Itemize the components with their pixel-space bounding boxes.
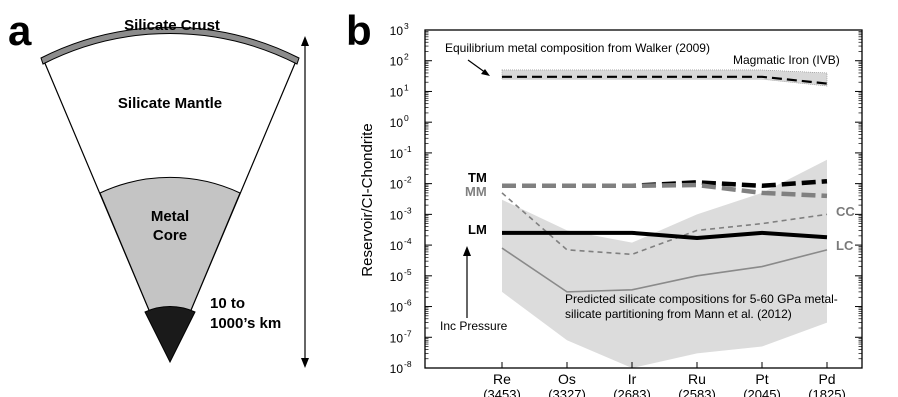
x-tick-label: Os xyxy=(558,371,576,387)
y-tick-exponent: -7 xyxy=(404,328,412,338)
series-label-lm: LM xyxy=(468,222,487,237)
y-tick-exponent: -8 xyxy=(404,359,412,369)
y-tick-label: 10 xyxy=(390,55,404,69)
y-tick-base: 10 xyxy=(390,55,404,69)
x-tick-sublabel: (2683) xyxy=(613,387,651,397)
y-tick-base: 10 xyxy=(390,362,404,376)
panel-a: a Silicate Crust Silicate Mantle Metal C… xyxy=(8,7,309,368)
y-tick-exponent: 1 xyxy=(404,82,409,92)
series-line-cc xyxy=(501,192,828,256)
series-label-tm: TM xyxy=(468,170,487,185)
y-tick-label: 10 xyxy=(390,85,404,99)
plot-frame xyxy=(424,29,863,369)
series-line-mm xyxy=(502,182,828,199)
y-tick-label: 10 xyxy=(390,301,404,315)
metal-core-label-line2: Core xyxy=(153,227,187,244)
x-tick-label: Ru xyxy=(688,371,706,387)
band-1 xyxy=(502,159,827,368)
y-tick-exponent: -3 xyxy=(404,205,412,215)
walker-arrowhead xyxy=(481,69,490,76)
y-tick-exponent: -1 xyxy=(404,144,412,154)
x-tick-label: Ir xyxy=(628,371,637,387)
silicate-crust-label: Silicate Crust xyxy=(124,17,220,34)
y-axis-label: Reservoir/CI-Chondrite xyxy=(359,123,376,276)
y-tick-exponent: -4 xyxy=(404,236,412,246)
y-tick-label: 10 xyxy=(390,116,404,130)
y-tick-label: 10 xyxy=(390,147,404,161)
metal-core-label-line1: Metal xyxy=(151,208,189,225)
y-tick-exponent: 0 xyxy=(404,113,409,123)
y-tick-base: 10 xyxy=(390,301,404,315)
y-tick-label: 10 xyxy=(390,239,404,253)
predicted-annotation-line2: silicate partitioning from Mann et al. (… xyxy=(565,307,792,321)
y-tick-label: 10 xyxy=(390,331,404,345)
y-tick-label: 10 xyxy=(390,208,404,222)
panel-a-letter: a xyxy=(8,7,32,54)
y-tick-base: 10 xyxy=(390,239,404,253)
y-tick-base: 10 xyxy=(390,270,404,284)
series-label-mm: MM xyxy=(465,184,487,199)
y-tick-label: 10 xyxy=(390,24,404,38)
y-tick-label: 10 xyxy=(390,270,404,284)
predicted-annotation-line1: Predicted silicate compositions for 5-60… xyxy=(565,292,838,306)
core-sector xyxy=(99,176,241,362)
x-tick-sublabel: (2583) xyxy=(678,387,716,397)
chart-bands xyxy=(501,69,828,368)
depth-label-line2: 1000’s km xyxy=(210,315,281,332)
y-tick-base: 10 xyxy=(390,331,404,345)
walker-annotation: Equilibrium metal composition from Walke… xyxy=(445,41,710,55)
series-label-cc: CC xyxy=(836,204,855,219)
y-tick-base: 10 xyxy=(390,116,404,130)
y-tick-base: 10 xyxy=(390,208,404,222)
silicate-crust-band xyxy=(40,26,300,65)
y-tick-base: 10 xyxy=(390,85,404,99)
x-tick-sublabel: (3327) xyxy=(548,387,586,397)
x-tick-sublabel: (1825) xyxy=(808,387,846,397)
x-tick-labels: Re(3453) Os(3327) Ir(2683) Ru(2583) Pt(2045)… xyxy=(483,371,846,397)
y-tick-exponent: -2 xyxy=(404,175,412,185)
x-tick-sublabel: (2045) xyxy=(743,387,781,397)
inner-tip xyxy=(144,306,196,364)
y-tick-base: 10 xyxy=(390,147,404,161)
pressure-annotation: Inc Pressure xyxy=(440,319,508,333)
series-line-lc xyxy=(501,247,828,293)
depth-label-line1: 10 to xyxy=(210,295,245,312)
chart-series xyxy=(501,75,828,293)
series-label-lc: LC xyxy=(836,238,854,253)
x-tick-label: Pt xyxy=(755,371,768,387)
y-tick-label: 10 xyxy=(390,178,404,192)
series-line-lm xyxy=(502,230,828,241)
y-tick-exponent: -5 xyxy=(404,267,412,277)
x-tick-label: Re xyxy=(493,371,511,387)
panel-b-letter: b xyxy=(346,7,372,54)
walker-arrow xyxy=(467,59,487,74)
series-line-magmatic-iron-ivb- xyxy=(502,75,828,85)
y-tick-exponent: -6 xyxy=(404,298,412,308)
x-tick-sublabel: (3453) xyxy=(483,387,521,397)
x-tick-label: Pd xyxy=(818,371,835,387)
chart-axes xyxy=(424,29,863,369)
band-0 xyxy=(501,69,828,87)
y-tick-exponent: 3 xyxy=(404,21,409,31)
y-tick-base: 10 xyxy=(390,24,404,38)
magmatic-iron-annotation: Magmatic Iron (IVB) xyxy=(733,53,840,67)
y-tick-base: 10 xyxy=(390,178,404,192)
y-tick-exponent: 2 xyxy=(404,52,409,62)
silicate-mantle-label: Silicate Mantle xyxy=(118,95,222,112)
pressure-arrow xyxy=(463,246,471,318)
depth-arrow xyxy=(301,36,309,368)
y-tick-label: 10 xyxy=(390,362,404,376)
